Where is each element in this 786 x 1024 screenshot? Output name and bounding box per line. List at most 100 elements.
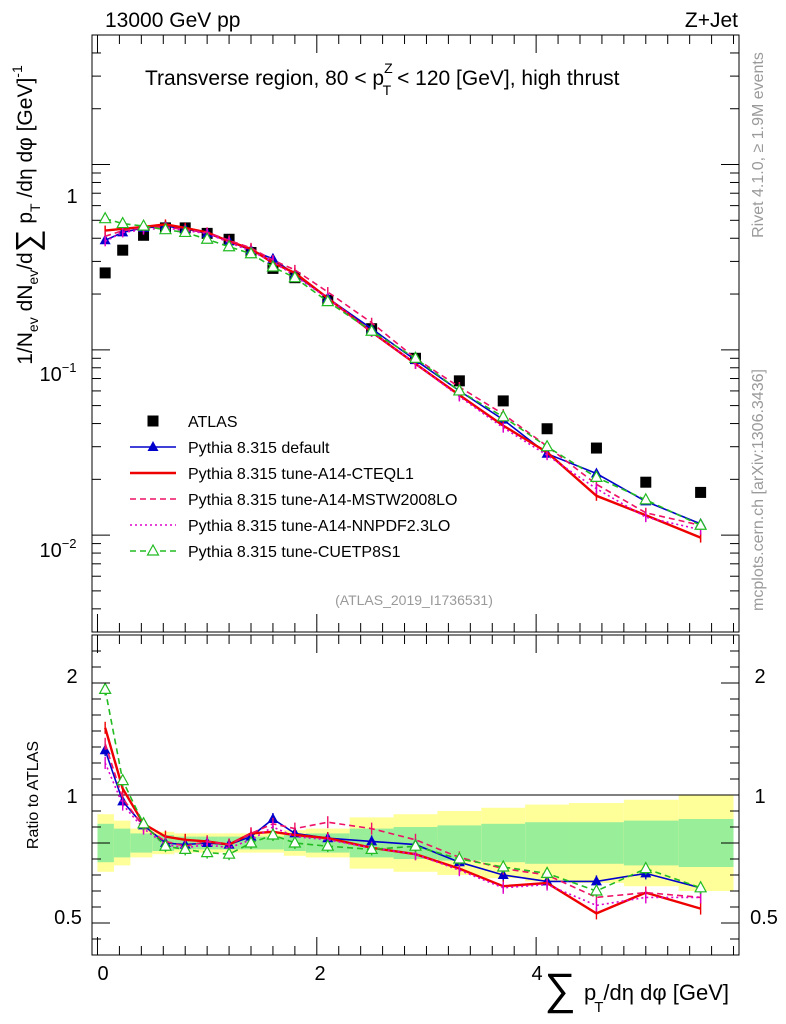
x-tick-label-4: 4 [531,963,542,985]
ratio-tick-1-left: 1 [66,786,77,808]
ratio-4-marker-18 [694,880,708,893]
x-tick-label-2: 2 [314,963,325,985]
ratio-4-marker-11 [365,842,379,855]
ratio-panel: Ratio to ATLAS 2 1 0.5 2 1 0.5 0 2 4 ∑ p… [25,634,778,1016]
legend-label-0: ATLAS [188,414,238,431]
ratio-4-marker-0 [98,682,112,695]
series-0-marker-17 [640,476,652,488]
series-5-marker-13 [452,383,466,396]
band-green-15 [525,822,570,864]
series-5-marker-11 [365,323,379,336]
legend: ATLAS Pythia 8.315 default Pythia 8.315 tu… [130,414,457,561]
band-green-8 [261,836,284,850]
ratio-y-axis-label: Ratio to ATLAS [25,741,42,849]
series-line-4 [104,227,701,531]
ratio-0-marker-11 [366,835,378,846]
series-5-marker-8 [266,259,280,272]
ratio-4-marker-14 [496,859,510,872]
band-green-14 [481,823,526,863]
mcplots-label: mcplots.cern.ch [arXiv:1306.3436] [750,369,767,611]
main-ticks [92,34,739,633]
series-3 [104,222,702,531]
series-5-marker-10 [321,294,335,307]
series-0-marker-0 [99,267,111,279]
legend-marker-1 [147,441,159,451]
main-series [98,211,708,543]
legend-marker-5 [146,543,160,556]
series-5 [98,211,708,530]
main-panel: Transverse region, 80 < pZ T < 120 [GeV],… [9,34,740,633]
ratio-4-marker-8 [266,827,280,840]
series-0-marker-18 [695,486,707,498]
rivet-version-label: Rivet 4.1.0, ≥ 1.9M events [750,52,767,238]
analysis-watermark: (ATLAS_2019_I1736531) [335,592,493,608]
y-axis-label: 1/Nev dNev/d∑ pT /dη dφ [GeV]-1 [9,65,45,365]
plot-title: Transverse region, 80 < pZ T < 120 [GeV],… [145,60,620,98]
ratio-4-marker-12 [408,838,423,851]
ratio-tick-0.5-right: 0.5 [750,907,778,929]
series-4 [104,222,702,535]
legend-marker-0 [147,415,159,427]
series-5-marker-18 [694,518,708,530]
ratio-4-marker-15 [540,866,554,879]
y-tick-label-1: 1 [66,186,77,208]
x-axis-label: ∑ p T/dη dφ [GeV] [544,965,729,1016]
ratio-series [98,682,708,920]
ratio-4-marker-1 [116,773,130,786]
series-5-marker-9 [288,270,302,283]
series-5-marker-16 [589,470,603,482]
svg-text:∑: ∑ [544,965,575,1014]
legend-label-5: Pythia 8.315 tune-CUETP8S1 [188,544,401,561]
series-5-marker-2 [137,218,151,231]
series-0-marker-2 [138,229,150,241]
ratio-ticks [92,635,739,955]
ratio-tick-0.5-left: 0.5 [54,907,82,929]
svg-text:1/Nev dNev/d∑ pT /dη dφ [GeV]: 1/Nev dNev/d∑ pT /dη dφ [GeV]-1 [9,65,45,365]
ratio-series-4 [98,682,708,897]
series-5-marker-5 [200,232,214,244]
series-5-marker-12 [408,351,423,363]
ratio-4-marker-2 [137,816,151,829]
series-5-marker-1 [116,216,130,229]
series-0-marker-15 [541,423,553,435]
ratio-0-marker-16 [590,875,602,886]
series-5-marker-0 [98,211,112,224]
ratio-tick-1-right: 1 [754,786,765,808]
legend-label-4: Pythia 8.315 tune-A14-NNPDF2.3LO [188,518,450,535]
main-frame [91,34,740,633]
ratio-4-marker-5 [200,845,214,858]
series-5-marker-6 [222,239,236,252]
legend-label-2: Pythia 8.315 tune-A14-CTEQL1 [188,466,414,483]
series-5-marker-14 [496,409,510,422]
process-label: Z+Jet [685,9,738,32]
band-green-1 [113,828,131,858]
ratio-4-marker-3 [158,838,172,851]
ratio-tick-2-left: 2 [66,666,77,688]
legend-label-3: Pythia 8.315 tune-A14-MSTW2008LO [188,492,457,509]
band-green-2 [130,833,153,853]
series-5-marker-17 [639,492,653,505]
series-0-marker-16 [590,442,602,454]
svg-text:pT/dη dφ [GeV]: p T/dη dφ [GeV] [584,980,729,1016]
y-tick-label-0.1: 10−1 [39,360,76,386]
ratio-4-marker-9 [288,835,302,848]
x-tick-label-0: 0 [97,963,108,985]
series-5-marker-7 [244,246,258,259]
series-0-marker-14 [497,395,509,407]
series-0-marker-13 [453,375,465,387]
band-green-17 [623,820,679,866]
ratio-4-marker-4 [178,842,192,855]
series-5-marker-4 [178,225,192,238]
ratio-tick-2-right: 2 [754,666,765,688]
ratio-4-marker-10 [321,838,335,851]
series-5-marker-15 [540,439,554,452]
energy-label: 13000 GeV pp [105,9,240,32]
legend-label-1: Pythia 8.315 default [188,440,330,457]
series-5-marker-3 [158,222,172,235]
series-0-marker-1 [117,244,129,256]
ratio-4-marker-16 [589,883,603,896]
ratio-4-marker-6 [222,846,236,859]
y-tick-label-0.01: 10−2 [39,536,76,562]
ratio-4-marker-7 [244,835,258,848]
